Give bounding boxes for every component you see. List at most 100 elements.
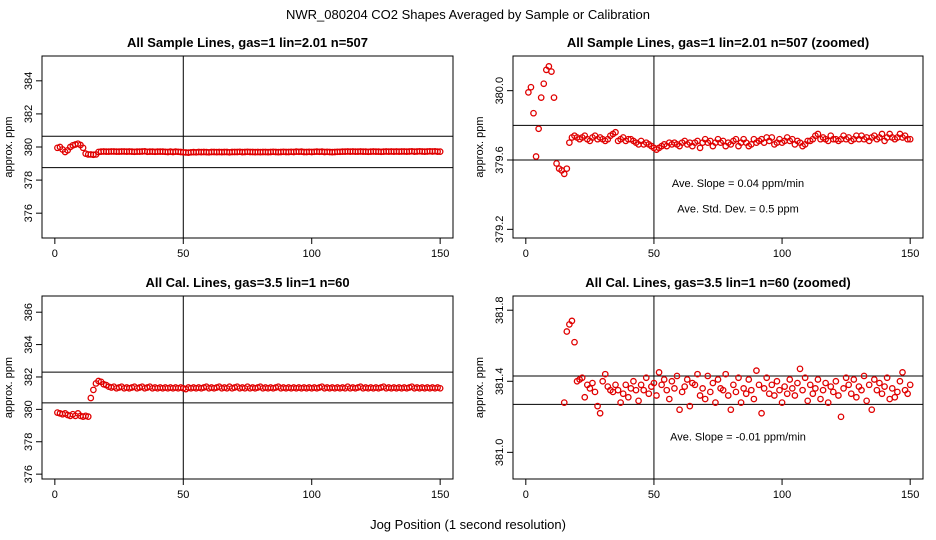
data-point [870, 376, 878, 383]
data-point [891, 393, 899, 401]
data-point [878, 390, 886, 398]
data-point [814, 376, 822, 383]
data-point [530, 109, 537, 117]
data-point [829, 388, 837, 396]
data-point [732, 135, 740, 143]
data-point [722, 370, 730, 378]
data-point [540, 80, 548, 88]
panel-3: All Cal. Lines, gas=3.5 lin=1 n=60 0 50 100… [3, 275, 454, 501]
data-point [776, 386, 783, 394]
data-point [888, 385, 896, 392]
y-tick-label: 378 [23, 433, 35, 451]
data-point [850, 376, 858, 383]
data-point [87, 394, 95, 402]
data-point [619, 390, 627, 398]
data-point [699, 385, 706, 392]
y-tick-label: 381.0 [494, 439, 506, 467]
data-point [594, 402, 601, 410]
data-point [801, 374, 809, 382]
data-point [90, 151, 97, 159]
data-point [904, 390, 911, 398]
data-point [760, 385, 768, 392]
data-point [671, 385, 678, 392]
data-point [632, 386, 640, 394]
data-point [747, 386, 755, 394]
data-point [876, 379, 883, 387]
panel-1: All Sample Lines, gas=1 lin=2.01 n=507 0 5… [3, 35, 454, 260]
data-point [434, 148, 441, 155]
x-tick-label: 150 [431, 489, 449, 501]
data-point [719, 386, 727, 394]
data-point [758, 409, 765, 417]
data-point [596, 409, 604, 417]
data-point [896, 377, 904, 385]
data-point [663, 386, 671, 394]
x-tick-label: 150 [901, 248, 919, 260]
data-point [858, 386, 865, 394]
data-point [824, 399, 832, 406]
data-point [786, 376, 794, 383]
data-point [678, 388, 686, 396]
data-point [860, 372, 868, 380]
data-points [54, 377, 444, 421]
data-point [783, 390, 791, 398]
data-point [701, 395, 709, 403]
data-point [906, 135, 914, 143]
data-point [781, 383, 788, 390]
data-point [560, 399, 568, 406]
data-point [740, 385, 747, 392]
data-point [691, 381, 699, 389]
x-tick-label: 0 [52, 489, 58, 501]
data-point [742, 390, 750, 398]
data-point [863, 397, 870, 405]
data-point [696, 144, 704, 152]
x-tick-label: 0 [523, 489, 529, 501]
data-point [778, 399, 786, 406]
y-axis-label: approx. ppm [474, 357, 486, 418]
data-point [847, 390, 855, 398]
data-point [704, 372, 712, 380]
data-point [906, 381, 914, 389]
data-point [804, 397, 812, 405]
data-point [771, 392, 778, 399]
data-point [696, 392, 704, 399]
y-axis-label: approx. ppm [474, 116, 486, 177]
data-point [806, 381, 814, 389]
y-tick-label: 382 [23, 368, 35, 386]
data-point [660, 376, 668, 383]
plot-frame [41, 295, 454, 480]
x-tick-label: 100 [303, 489, 321, 501]
data-point [566, 139, 573, 147]
annotation: Ave. Slope = 0.04 ppm/min [672, 178, 804, 190]
data-point [753, 367, 760, 374]
data-point [527, 83, 535, 91]
data-point [845, 381, 853, 389]
data-point [827, 383, 835, 390]
data-point [525, 89, 532, 96]
data-point [653, 392, 660, 399]
data-point [894, 388, 901, 396]
data-point [799, 386, 806, 394]
data-point [868, 406, 876, 414]
panel-4: All Cal. Lines, gas=3.5 lin=1 n=60 (zoom… [474, 275, 924, 501]
x-tick-label: 100 [303, 248, 321, 260]
data-point [436, 384, 444, 392]
data-point [832, 377, 840, 385]
y-tick-label: 382 [23, 105, 35, 123]
data-point [563, 165, 571, 173]
y-tick-label: 381.4 [494, 368, 506, 396]
data-point [768, 381, 776, 389]
data-point [837, 413, 845, 421]
data-point [612, 128, 619, 136]
data-point [683, 376, 691, 383]
data-point [865, 381, 873, 389]
data-point [537, 94, 545, 101]
data-point [714, 376, 722, 383]
data-point [560, 170, 568, 178]
data-point [727, 406, 735, 414]
plot-frame [41, 55, 454, 239]
data-point [817, 395, 824, 403]
data-point [768, 134, 776, 141]
data-point [630, 377, 637, 385]
